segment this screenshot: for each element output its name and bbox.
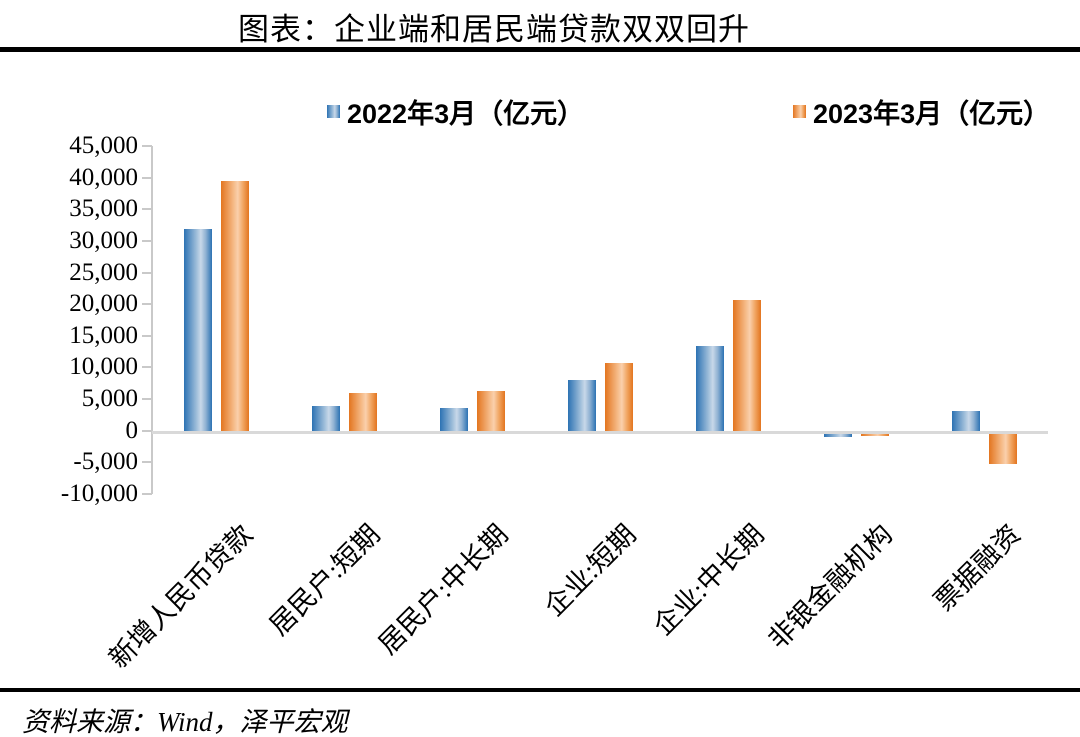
top-divider-line xyxy=(0,47,1080,52)
bar-series1-cat1 xyxy=(349,392,377,431)
bar-series0-cat3 xyxy=(568,379,596,431)
bar-series1-cat2 xyxy=(477,390,505,431)
x-category-label: 企业:中长期 xyxy=(648,518,771,641)
x-category-label: 新增人民币贷款 xyxy=(103,518,259,674)
chart-title: 图表：企业端和居民端贷款双双回升 xyxy=(238,12,750,47)
y-tick-label: 30,000 xyxy=(69,226,138,254)
y-tick-mark xyxy=(142,334,152,337)
bar-series0-cat4 xyxy=(696,345,724,431)
y-tick-mark xyxy=(142,271,152,274)
bar-series1-cat3 xyxy=(605,362,633,431)
y-tick-label: -10,000 xyxy=(60,480,138,508)
y-tick-label: 15,000 xyxy=(69,321,138,349)
orange-square-icon xyxy=(793,105,806,118)
bottom-divider-line xyxy=(0,688,1080,692)
bar-series1-cat6 xyxy=(989,433,1017,464)
x-category-label: 非银金融机构 xyxy=(762,518,899,655)
y-tick-mark xyxy=(142,429,152,432)
y-tick-mark xyxy=(142,303,152,306)
bar-series0-cat6 xyxy=(952,410,980,431)
bar-series0-cat0 xyxy=(184,228,212,431)
y-tick-label: 40,000 xyxy=(69,163,138,191)
legend-item-2023: 2023年3月（亿元） xyxy=(793,92,1050,131)
bar-series0-cat1 xyxy=(312,405,340,431)
y-tick-label: 5,000 xyxy=(81,385,138,413)
y-tick-label: 10,000 xyxy=(69,353,138,381)
legend-label-2022: 2022年3月（亿元） xyxy=(347,99,585,129)
y-tick-mark xyxy=(142,145,152,147)
y-tick-mark xyxy=(142,461,152,464)
bar-series0-cat2 xyxy=(440,407,468,431)
x-category-label: 居民户:短期 xyxy=(264,518,387,641)
legend-label-2023: 2023年3月（亿元） xyxy=(813,99,1051,129)
y-tick-label: 20,000 xyxy=(69,290,138,318)
y-tick-mark xyxy=(142,366,152,369)
bar-series1-cat0 xyxy=(221,180,249,431)
y-tick-mark xyxy=(142,398,152,401)
bar-series1-cat5 xyxy=(861,433,889,436)
y-tick-label: -5,000 xyxy=(73,448,138,476)
legend-item-2022: 2022年3月（亿元） xyxy=(327,92,584,131)
y-tick-mark xyxy=(142,493,152,496)
zero-baseline xyxy=(152,430,1048,434)
y-tick-label: 25,000 xyxy=(69,258,138,286)
blue-square-icon xyxy=(327,105,340,118)
bar-series0-cat5 xyxy=(824,433,852,437)
bar-series1-cat4 xyxy=(733,299,761,431)
y-tick-mark xyxy=(142,208,152,211)
y-tick-label: 35,000 xyxy=(69,195,138,223)
y-tick-label: 0 xyxy=(125,416,139,444)
x-category-label: 居民户:中长期 xyxy=(373,518,515,661)
source-note: 资料来源：Wind，泽平宏观 xyxy=(22,707,348,737)
y-tick-label: 45,000 xyxy=(69,132,138,159)
y-axis-line xyxy=(151,146,153,495)
y-tick-mark xyxy=(142,176,152,179)
x-category-label: 企业:短期 xyxy=(539,518,643,622)
y-tick-mark xyxy=(142,239,152,242)
x-category-label: 票据融资 xyxy=(928,518,1027,617)
